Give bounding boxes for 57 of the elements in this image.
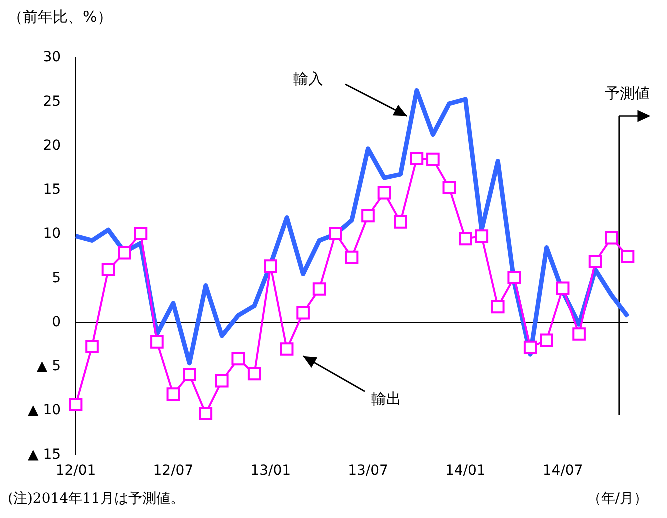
annotation: 輸出 — [371, 390, 402, 409]
y-tick-label: 15 — [43, 182, 62, 198]
point — [621, 250, 635, 264]
point — [588, 255, 602, 269]
point — [459, 232, 472, 246]
y-tick-label: 30 — [43, 50, 62, 66]
x-axis-title: （年/月） — [587, 490, 648, 508]
point — [491, 300, 505, 314]
y-tick-label: ▲ 10 — [28, 402, 62, 419]
point — [248, 367, 262, 381]
point — [166, 388, 180, 401]
x-tick-label: 12/01 — [56, 463, 96, 480]
x-tick-label: 14/01 — [445, 463, 486, 480]
point — [426, 152, 440, 166]
point — [264, 260, 278, 273]
ref-line-label: 予測値 — [604, 84, 650, 103]
point — [199, 407, 213, 420]
x-tick-label: 13/01 — [250, 463, 292, 480]
point — [508, 271, 522, 284]
y-tick-label: 10 — [43, 226, 62, 242]
point — [410, 152, 424, 166]
point — [296, 306, 310, 320]
point — [280, 342, 294, 356]
point — [329, 226, 342, 240]
point — [312, 282, 326, 296]
point — [475, 230, 489, 243]
point — [394, 216, 408, 229]
point — [86, 340, 99, 354]
y-tick-label: 0 — [52, 314, 62, 330]
point — [605, 231, 618, 245]
point — [556, 282, 570, 296]
point — [524, 340, 538, 354]
point — [345, 250, 359, 264]
x-tick-label: 13/07 — [348, 463, 388, 480]
point — [540, 334, 554, 348]
point — [69, 398, 83, 412]
text: (注)2014年11月は予測値。 — [8, 490, 184, 508]
point — [134, 226, 148, 240]
point — [572, 328, 586, 341]
point — [102, 263, 116, 276]
point — [362, 209, 375, 223]
y-tick-label: 20 — [43, 138, 62, 154]
y-tick-label: ▲ 5 — [36, 358, 62, 375]
point — [183, 368, 196, 382]
x-tick-label: 14/07 — [542, 463, 584, 480]
point — [232, 352, 246, 366]
point — [215, 374, 229, 388]
annotation: 輸入 — [293, 70, 324, 90]
y-tick-label: 5 — [52, 270, 62, 286]
point — [442, 181, 456, 194]
x-tick-label: 12/07 — [153, 463, 194, 480]
point — [118, 246, 132, 260]
point — [378, 186, 392, 200]
y-tick-label: 25 — [43, 94, 62, 110]
y-tick-label: ▲ 15 — [28, 446, 62, 463]
point — [150, 336, 164, 349]
chart-title: （前年比、%） — [8, 8, 112, 27]
